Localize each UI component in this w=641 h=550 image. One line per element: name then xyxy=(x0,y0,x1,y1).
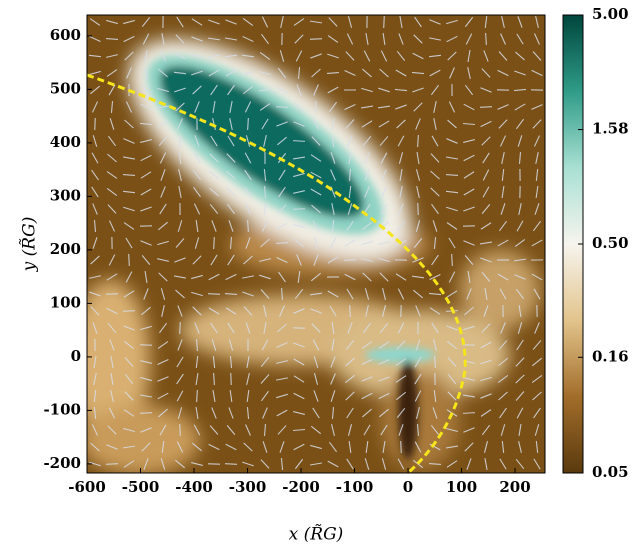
arrow xyxy=(106,464,118,465)
arrow xyxy=(435,356,436,368)
colorbar-tick-label: 0.50 xyxy=(592,234,629,252)
arrow xyxy=(480,107,492,108)
x-tick-label: 100 xyxy=(446,478,477,496)
y-tick-label: -200 xyxy=(43,454,81,472)
arrow xyxy=(310,39,322,40)
x-tick-label: -100 xyxy=(336,478,374,496)
arrow xyxy=(123,311,135,312)
x-tick-label: -500 xyxy=(122,478,160,496)
y-tick-label: -100 xyxy=(43,400,81,418)
x-tick-label: -400 xyxy=(175,478,213,496)
x-tick-label: -200 xyxy=(282,478,320,496)
arrow xyxy=(197,390,198,402)
y-tick-label: 500 xyxy=(50,79,81,97)
arrow xyxy=(463,413,475,414)
arrow xyxy=(452,254,453,266)
x-axis-label: x (R̃G) xyxy=(289,524,344,544)
colorbar-tick-label: 5.00 xyxy=(592,5,629,23)
arrow xyxy=(214,237,215,249)
arrow xyxy=(225,464,237,465)
colorbar-tick-label: 0.16 xyxy=(592,347,629,365)
arrow xyxy=(401,441,402,453)
arrow xyxy=(231,373,232,385)
arrow xyxy=(344,260,356,261)
arrow xyxy=(129,254,130,266)
x-tick-label: -300 xyxy=(229,478,267,496)
arrow xyxy=(208,294,220,295)
arrow xyxy=(293,209,305,210)
arrow xyxy=(265,186,266,198)
y-tick-label: 600 xyxy=(50,26,81,44)
colorbar-tick-label: 1.58 xyxy=(592,120,629,138)
y-tick-label: 200 xyxy=(50,240,81,258)
arrow xyxy=(180,322,181,334)
arrow xyxy=(350,305,351,317)
arrow xyxy=(384,16,385,28)
arrow xyxy=(276,243,288,244)
arrow xyxy=(293,141,305,142)
arrow xyxy=(180,424,181,436)
y-tick-label: 0 xyxy=(71,347,81,365)
arrow xyxy=(248,118,249,130)
x-tick-label: 0 xyxy=(403,478,413,496)
y-tick-label: 300 xyxy=(50,186,81,204)
y-tick-label: 100 xyxy=(50,293,81,311)
arrow xyxy=(276,107,288,108)
field xyxy=(70,0,545,475)
y-tick-label: 400 xyxy=(50,133,81,151)
x-tick-label: -600 xyxy=(68,478,106,496)
arrow xyxy=(418,135,419,147)
arrow xyxy=(486,33,487,45)
arrow xyxy=(418,203,419,215)
x-tick-label: 200 xyxy=(499,478,530,496)
arrow xyxy=(140,413,152,414)
colorbar-tick-label: 0.05 xyxy=(592,463,629,481)
y-axis-label: y (R̃G) xyxy=(19,217,39,273)
